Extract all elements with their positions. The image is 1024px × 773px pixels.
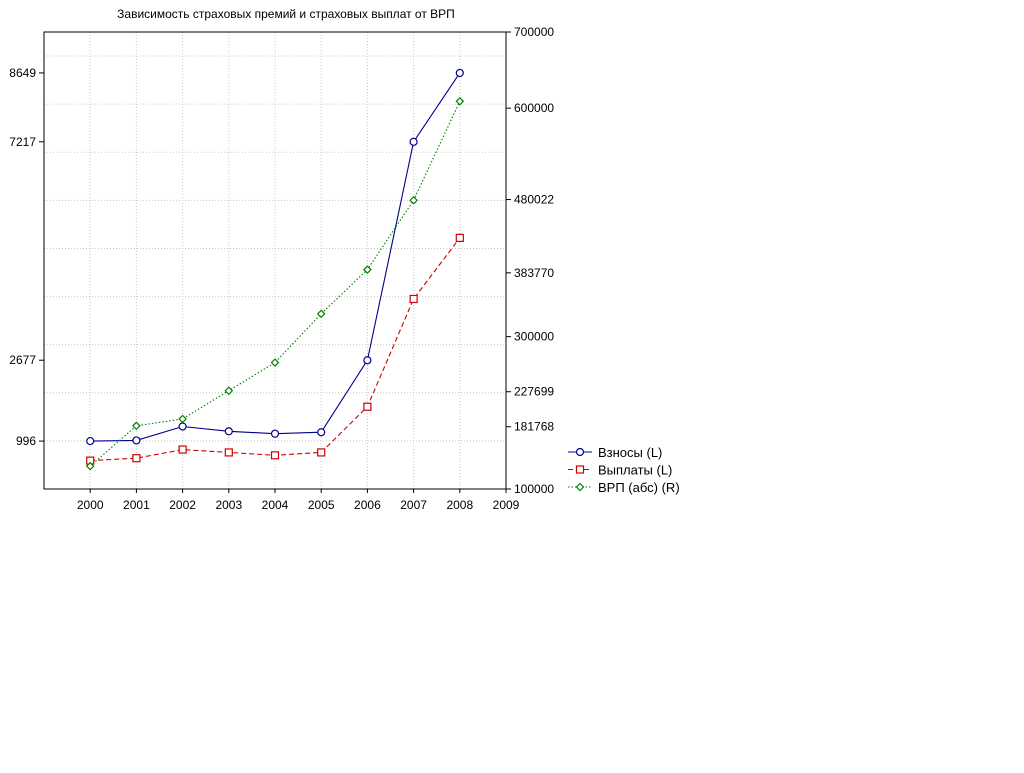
series-lines: [85, 68, 465, 471]
data-point: [178, 445, 187, 454]
x-tick-label: 2009: [493, 498, 520, 512]
data-point: [85, 461, 95, 471]
data-point: [363, 402, 372, 411]
legend-marker: [575, 447, 585, 457]
data-point: [224, 386, 234, 396]
legend-marker: [575, 465, 585, 474]
legend-item: Выплаты (L): [568, 463, 672, 478]
data-point: [316, 309, 326, 319]
data-point: [455, 68, 464, 78]
legend-label: Взносы (L): [598, 445, 662, 460]
y-right-tick-label: 300000: [514, 330, 554, 344]
data-point: [178, 414, 187, 424]
y-right-tick-label: 227699: [514, 385, 554, 399]
data-point: [224, 448, 233, 457]
y-left-tick-label: 8649: [9, 66, 36, 80]
series-3: [85, 96, 465, 471]
y-left-tick-label: 996: [16, 434, 36, 448]
data-point: [86, 436, 95, 446]
data-point: [224, 427, 233, 436]
x-tick-label: 2000: [77, 498, 104, 512]
data-point: [409, 294, 418, 304]
x-tick-label: 2001: [123, 498, 150, 512]
x-tick-label: 2004: [262, 498, 289, 512]
data-point: [409, 195, 418, 205]
data-point: [132, 454, 141, 463]
x-tick-label: 2008: [446, 498, 473, 512]
y-left-tick-label: 7217: [9, 135, 36, 149]
legend: Взносы (L) Выплаты (L) ВРП (абс) (R): [568, 445, 680, 495]
data-point: [455, 96, 465, 106]
data-point: [132, 436, 141, 445]
y-right-tick-label: 383770: [514, 266, 554, 280]
chart-title: Зависимость страховых премий и страховых…: [117, 7, 455, 21]
data-point: [132, 421, 141, 431]
series-1: [86, 68, 464, 446]
legend-label: ВРП (абс) (R): [598, 480, 680, 495]
data-point: [317, 448, 326, 457]
series-line: [90, 237, 461, 462]
legend-item: Взносы (L): [568, 445, 662, 460]
y-right-tick-label: 480022: [514, 193, 554, 207]
data-point: [363, 265, 372, 274]
y-left-tick-label: 2677: [9, 353, 36, 367]
x-tick-label: 2005: [308, 498, 335, 512]
data-point: [409, 137, 418, 146]
data-point: [178, 422, 187, 431]
y-right-tick-label: 700000: [514, 25, 554, 39]
data-point: [317, 428, 326, 437]
data-point: [455, 233, 464, 242]
series-line: [89, 101, 461, 467]
y-right-tick-label: 600000: [514, 101, 554, 115]
data-point: [270, 429, 280, 438]
legend-label: Выплаты (L): [598, 463, 672, 478]
legend-item: ВРП (абс) (R): [568, 480, 680, 495]
legend-marker: [575, 482, 585, 492]
x-tick-label: 2002: [169, 498, 196, 512]
data-point: [270, 451, 280, 460]
grid: [44, 32, 507, 489]
series-2: [86, 233, 464, 465]
y-right-tick-label: 100000: [514, 482, 554, 496]
x-tick-label: 2003: [215, 498, 242, 512]
y-right-tick-label: 181768: [514, 420, 554, 434]
x-tick-label: 2006: [354, 498, 381, 512]
data-point: [270, 358, 280, 367]
axis-ticks: 2000 2001 2002 2003 2004 2005 2006 2007 2008 2009…: [9, 25, 554, 512]
x-tick-label: 2007: [400, 498, 427, 512]
data-point: [363, 356, 372, 365]
